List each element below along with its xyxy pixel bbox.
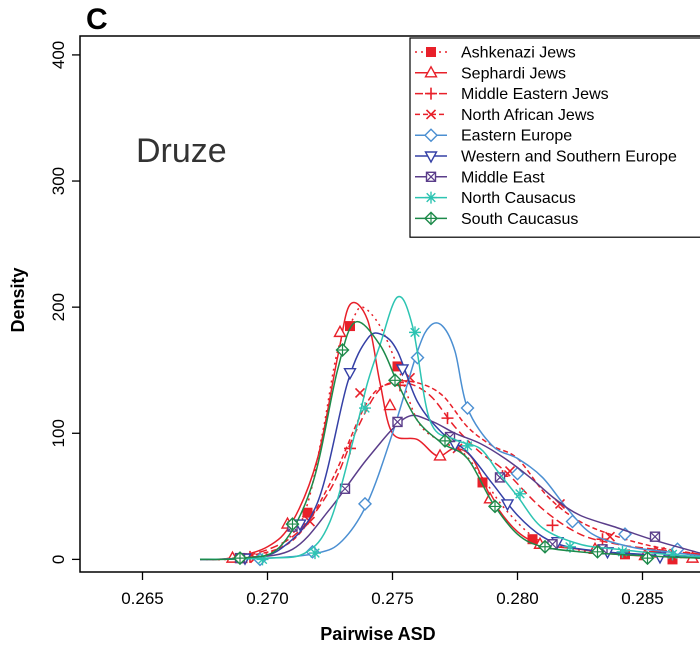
legend-item: Western and Southern Europe (415, 149, 677, 166)
series-point (333, 324, 347, 338)
series-point (233, 551, 247, 566)
legend-item: Ashkenazi Jews (415, 45, 576, 62)
legend-label: Sephardi Jews (461, 65, 566, 82)
series-point (653, 552, 667, 565)
x-tick-label: 0.285 (621, 589, 664, 608)
series-point (438, 433, 452, 448)
series-point (359, 402, 371, 415)
legend-label: North Causacus (461, 190, 576, 207)
series-line (199, 295, 700, 561)
chart-annotation: Druze (136, 132, 227, 170)
legend-label: North African Jews (461, 107, 594, 124)
series-point (461, 439, 474, 452)
series-4 (199, 322, 700, 567)
legend-label: Middle East (461, 169, 545, 186)
series-7 (199, 295, 700, 566)
series-point (358, 496, 372, 511)
y-tick-label: 300 (49, 167, 68, 195)
series-point (538, 539, 552, 554)
series-point (564, 540, 576, 553)
plot-area: 0.265 0.270 0.275 0.280 0.285 0 100 200 300 400 (49, 35, 700, 608)
series-point (640, 551, 655, 566)
legend-label: Western and Southern Europe (461, 149, 677, 166)
series-point (302, 507, 313, 518)
axes-frame (79, 35, 700, 573)
legend-item: Sephardi Jews (415, 65, 566, 82)
series-point (649, 531, 661, 542)
y-tick-label: 0 (49, 555, 68, 564)
series-point (433, 448, 447, 461)
series-point (409, 326, 421, 339)
series-point (488, 499, 502, 514)
series-point (354, 387, 366, 398)
legend-marker (424, 151, 438, 164)
series-line (199, 380, 700, 561)
series-line (199, 320, 700, 561)
series-8 (199, 320, 700, 566)
y-tick-label: 100 (49, 419, 68, 447)
legend-item: South Caucasus (415, 211, 578, 228)
series-point (345, 321, 355, 332)
legend-label: Eastern Europe (461, 128, 572, 145)
legend-marker (426, 47, 436, 57)
legend-item: North African Jews (415, 107, 594, 124)
series-point (441, 412, 454, 425)
series-point (343, 368, 357, 381)
series-point (285, 517, 300, 532)
legend: Ashkenazi Jews Sephardi Jews Middle Easter… (409, 37, 700, 238)
series-point (494, 472, 506, 483)
y-tick-label: 200 (49, 293, 68, 321)
series-line (199, 301, 700, 561)
legend-item: Eastern Europe (415, 128, 572, 145)
series-point (510, 466, 525, 481)
series-point (546, 519, 559, 532)
legend-item: Middle Eastern Jews (415, 86, 609, 103)
series-line (199, 414, 700, 561)
series-line (199, 322, 700, 561)
series-1 (199, 301, 700, 563)
x-axis-title: Pairwise ASD (320, 624, 435, 644)
legend-marker (424, 128, 438, 143)
legend-item: Middle East (415, 169, 545, 186)
legend-marker (425, 191, 437, 204)
series-point (616, 545, 629, 558)
panel-label: C (86, 3, 108, 36)
series-point (388, 373, 402, 388)
x-tick-label: 0.275 (371, 589, 414, 608)
series-layer (199, 295, 700, 567)
legend-marker (425, 171, 437, 183)
y-tick-label: 400 (49, 41, 68, 69)
series-line (199, 332, 700, 561)
legend-label: Ashkenazi Jews (461, 45, 576, 62)
series-point (383, 398, 397, 411)
x-tick-label: 0.265 (121, 589, 164, 608)
legend-label: Middle Eastern Jews (461, 86, 609, 103)
x-tick-label: 0.270 (246, 589, 289, 608)
legend-marker (424, 211, 438, 226)
x-tick-label: 0.280 (496, 589, 539, 608)
legend-marker (425, 87, 437, 100)
series-point (666, 548, 679, 561)
legend-marker (425, 109, 437, 120)
series-point (590, 544, 605, 559)
series-point (256, 553, 269, 566)
series-point (309, 547, 321, 560)
y-axis-title: Density (8, 267, 28, 332)
series-point (335, 343, 350, 358)
series-point (392, 416, 403, 428)
legend-box (409, 37, 700, 238)
series-point (460, 401, 475, 416)
series-point (514, 487, 526, 500)
series-point (304, 516, 316, 527)
legend-label: South Caucasus (461, 211, 578, 228)
legend-marker (424, 65, 438, 78)
series-point (500, 499, 515, 512)
series-point (395, 364, 410, 377)
legend-item: North Causacus (415, 190, 576, 207)
series-point (565, 514, 580, 529)
